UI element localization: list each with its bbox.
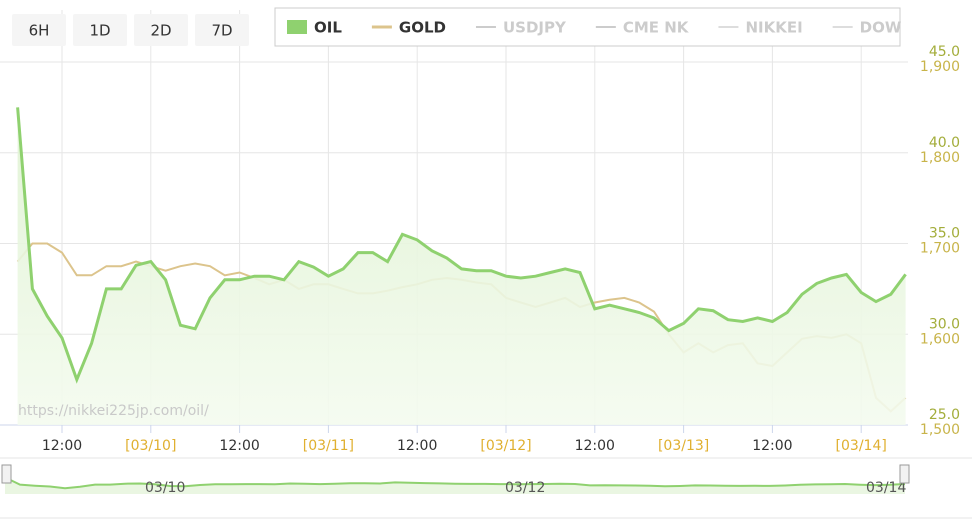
x-tick-label: 12:00 (42, 438, 82, 454)
y-tick-label: 25.0 (929, 407, 960, 423)
range-button-label: 7D (211, 22, 232, 40)
legend-label: NIKKEI (745, 19, 802, 37)
x-tick-label: 12:00 (575, 438, 615, 454)
y-tick-label: 40.0 (929, 135, 960, 151)
range-button[interactable]: 6H (12, 14, 66, 46)
navigator-handle[interactable] (1, 464, 12, 484)
navigator-label: 03/12 (505, 480, 545, 496)
range-button-bg (195, 14, 249, 46)
range-button-label: 1D (89, 22, 110, 40)
line (16, 107, 907, 384)
legend-item[interactable]: NIKKEI (718, 19, 803, 37)
y2-tick-label: 1,500 (920, 422, 960, 438)
x-tick-label: 12:00 (752, 438, 792, 454)
legend-item[interactable]: OIL (287, 19, 342, 37)
range-button-label: 6H (29, 22, 50, 40)
legend-item[interactable]: CME NK (595, 19, 690, 37)
range-button[interactable]: 7D (195, 14, 249, 46)
x-tick-label: [03/10] (125, 438, 176, 454)
range-button-bg (73, 14, 127, 46)
navigator-line (4, 476, 906, 490)
y2-tick-label: 1,600 (920, 331, 960, 347)
legend-item[interactable]: DOW (832, 19, 902, 37)
legend-item[interactable]: USDJPY (475, 19, 567, 37)
area (17, 107, 906, 426)
y-tick-label: 30.0 (929, 316, 960, 332)
navigator-label: 03/10 (145, 480, 185, 496)
navigator-handle[interactable] (899, 464, 910, 484)
range-button[interactable]: 2D (134, 14, 188, 46)
x-tick-label: [03/13] (658, 438, 709, 454)
legend-label: OIL (314, 19, 342, 37)
x-tick-label: [03/14] (836, 438, 887, 454)
y2-tick-label: 1,700 (920, 241, 960, 257)
x-tick-label: 12:00 (219, 438, 259, 454)
x-tick-label: 12:00 (397, 438, 437, 454)
legend-label: DOW (860, 19, 902, 37)
range-button-bg (12, 14, 66, 46)
watermark: https://nikkei225jp.com/oil/ (18, 403, 209, 419)
legend-item[interactable]: GOLD (371, 19, 446, 37)
range-button-bg (134, 14, 188, 46)
legend-box (274, 7, 901, 47)
legend-swatch (287, 20, 307, 34)
y-tick-label: 45.0 (929, 44, 960, 60)
x-tick-label: [03/11] (303, 438, 354, 454)
y-tick-label: 35.0 (929, 226, 960, 242)
navigator-area (5, 477, 905, 494)
range-button-label: 2D (150, 22, 171, 40)
legend-label: CME NK (623, 19, 690, 37)
x-tick-label: [03/12] (480, 438, 531, 454)
y2-tick-label: 1,900 (920, 59, 960, 75)
legend-label: GOLD (399, 19, 446, 37)
legend-label: USDJPY (503, 19, 567, 37)
range-button[interactable]: 1D (73, 14, 127, 46)
y2-tick-label: 1,800 (920, 150, 960, 166)
navigator-label: 03/14 (866, 480, 906, 496)
